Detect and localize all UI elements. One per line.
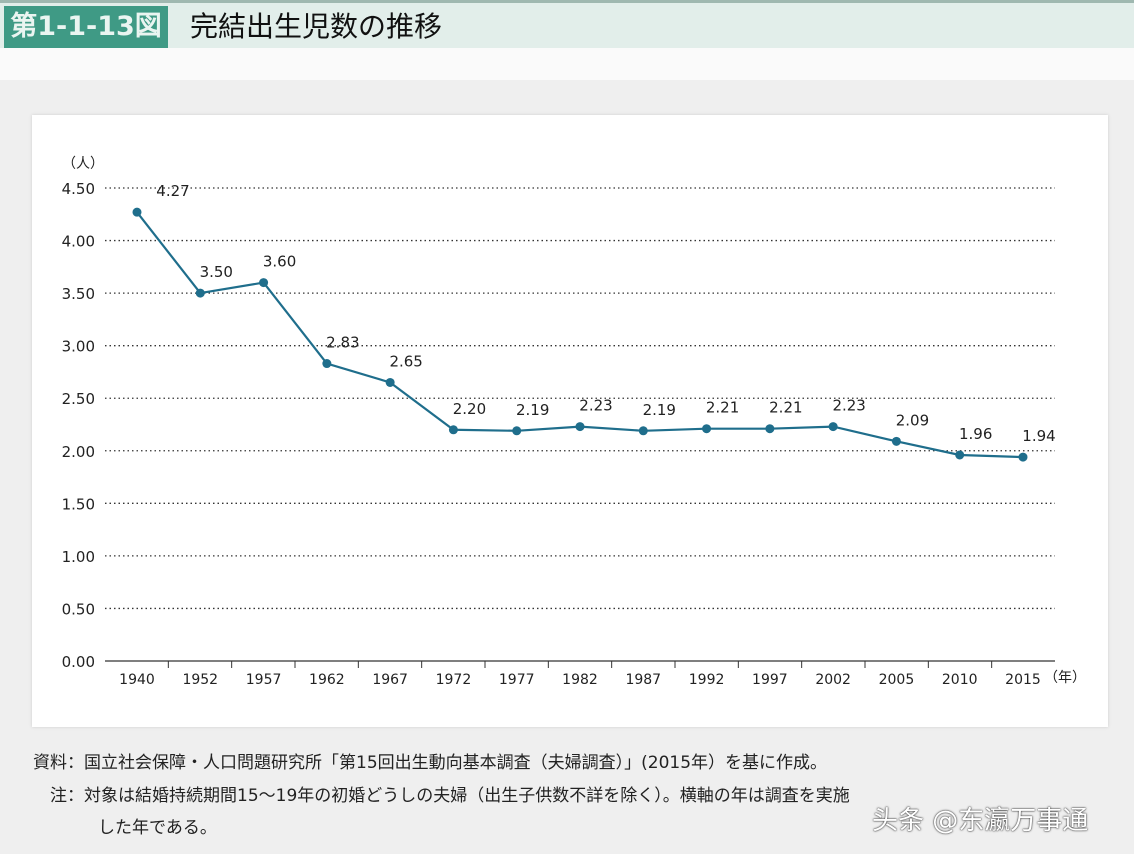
data-point	[132, 207, 142, 217]
figure-number: 第1-1-13図	[4, 6, 168, 48]
data-point	[891, 436, 901, 446]
y-tick-label: 0.00	[62, 653, 95, 671]
data-label: 2.19	[643, 401, 676, 419]
data-point	[195, 288, 205, 298]
data-line	[136, 211, 1024, 459]
data-label: 2.19	[516, 401, 549, 419]
x-tick-label: 2010	[942, 672, 978, 688]
x-tick-label: 1972	[436, 672, 472, 688]
x-tick-label: 1967	[372, 672, 408, 688]
data-point	[448, 425, 458, 435]
data-point	[259, 278, 269, 288]
y-axis-unit: （人）	[62, 156, 104, 172]
data-point	[765, 424, 775, 434]
x-tick-label: 2002	[815, 672, 851, 688]
x-tick-label: 1957	[246, 672, 282, 688]
x-tick-label: 2015	[1005, 672, 1041, 688]
data-label: 2.23	[579, 397, 612, 415]
source-note: 資料：国立社会保障・人口問題研究所「第15回出生動向基本調査（夫婦調査）」(20…	[33, 753, 828, 773]
data-point	[1018, 452, 1028, 462]
data-label: 1.94	[1022, 427, 1055, 445]
data-label: 3.60	[263, 253, 296, 271]
header-spacer	[0, 48, 1134, 80]
x-tick-label: 1962	[309, 672, 345, 688]
data-label: 1.96	[959, 425, 992, 443]
data-label: 2.65	[389, 352, 422, 370]
x-tick-label: 1992	[689, 672, 725, 688]
data-label: 2.21	[769, 399, 802, 417]
y-tick-label: 2.50	[62, 390, 95, 408]
y-tick-label: 3.50	[62, 285, 95, 303]
y-tick-label: 1.00	[62, 548, 95, 566]
x-tick-label: 1987	[625, 672, 661, 688]
x-tick-label: 1997	[752, 672, 788, 688]
header-band: 第1-1-13図 完結出生児数の推移	[0, 0, 1134, 51]
data-point	[512, 426, 522, 436]
y-tick-label: 2.00	[62, 443, 95, 461]
data-label: 2.83	[326, 334, 359, 352]
data-point	[322, 359, 332, 369]
data-point	[638, 426, 648, 436]
data-label: 2.09	[896, 411, 929, 429]
x-tick-label: 1977	[499, 672, 535, 688]
watermark: 头条 @东瀛万事通	[872, 806, 1089, 836]
chart-card	[32, 115, 1108, 727]
data-label: 4.27	[156, 182, 189, 200]
data-label: 2.21	[706, 399, 739, 417]
y-tick-label: 1.50	[62, 495, 95, 513]
x-tick-label: 2005	[879, 672, 915, 688]
x-tick-label: 1982	[562, 672, 598, 688]
y-tick-label: 0.50	[62, 600, 95, 618]
data-point	[385, 377, 395, 387]
data-label: 2.23	[832, 397, 865, 415]
x-axis-unit: （年）	[1044, 670, 1086, 686]
y-tick-label: 4.00	[62, 233, 95, 251]
x-tick-label: 1940	[119, 672, 155, 688]
data-label: 2.20	[453, 400, 486, 418]
data-point	[575, 422, 585, 432]
page-title: 完結出生児数の推移	[190, 10, 443, 43]
data-point	[955, 450, 965, 460]
footnote: 注：対象は結婚持続期間15～19年の初婚どうしの夫婦（出生子供数不詳を除く）。横…	[50, 786, 850, 806]
footnote-cont: した年である。	[98, 818, 217, 838]
data-point	[828, 422, 838, 432]
data-label: 3.50	[200, 263, 233, 281]
y-tick-label: 3.00	[62, 338, 95, 356]
x-tick-label: 1952	[182, 672, 218, 688]
y-tick-label: 4.50	[62, 180, 95, 198]
data-point	[702, 424, 712, 434]
